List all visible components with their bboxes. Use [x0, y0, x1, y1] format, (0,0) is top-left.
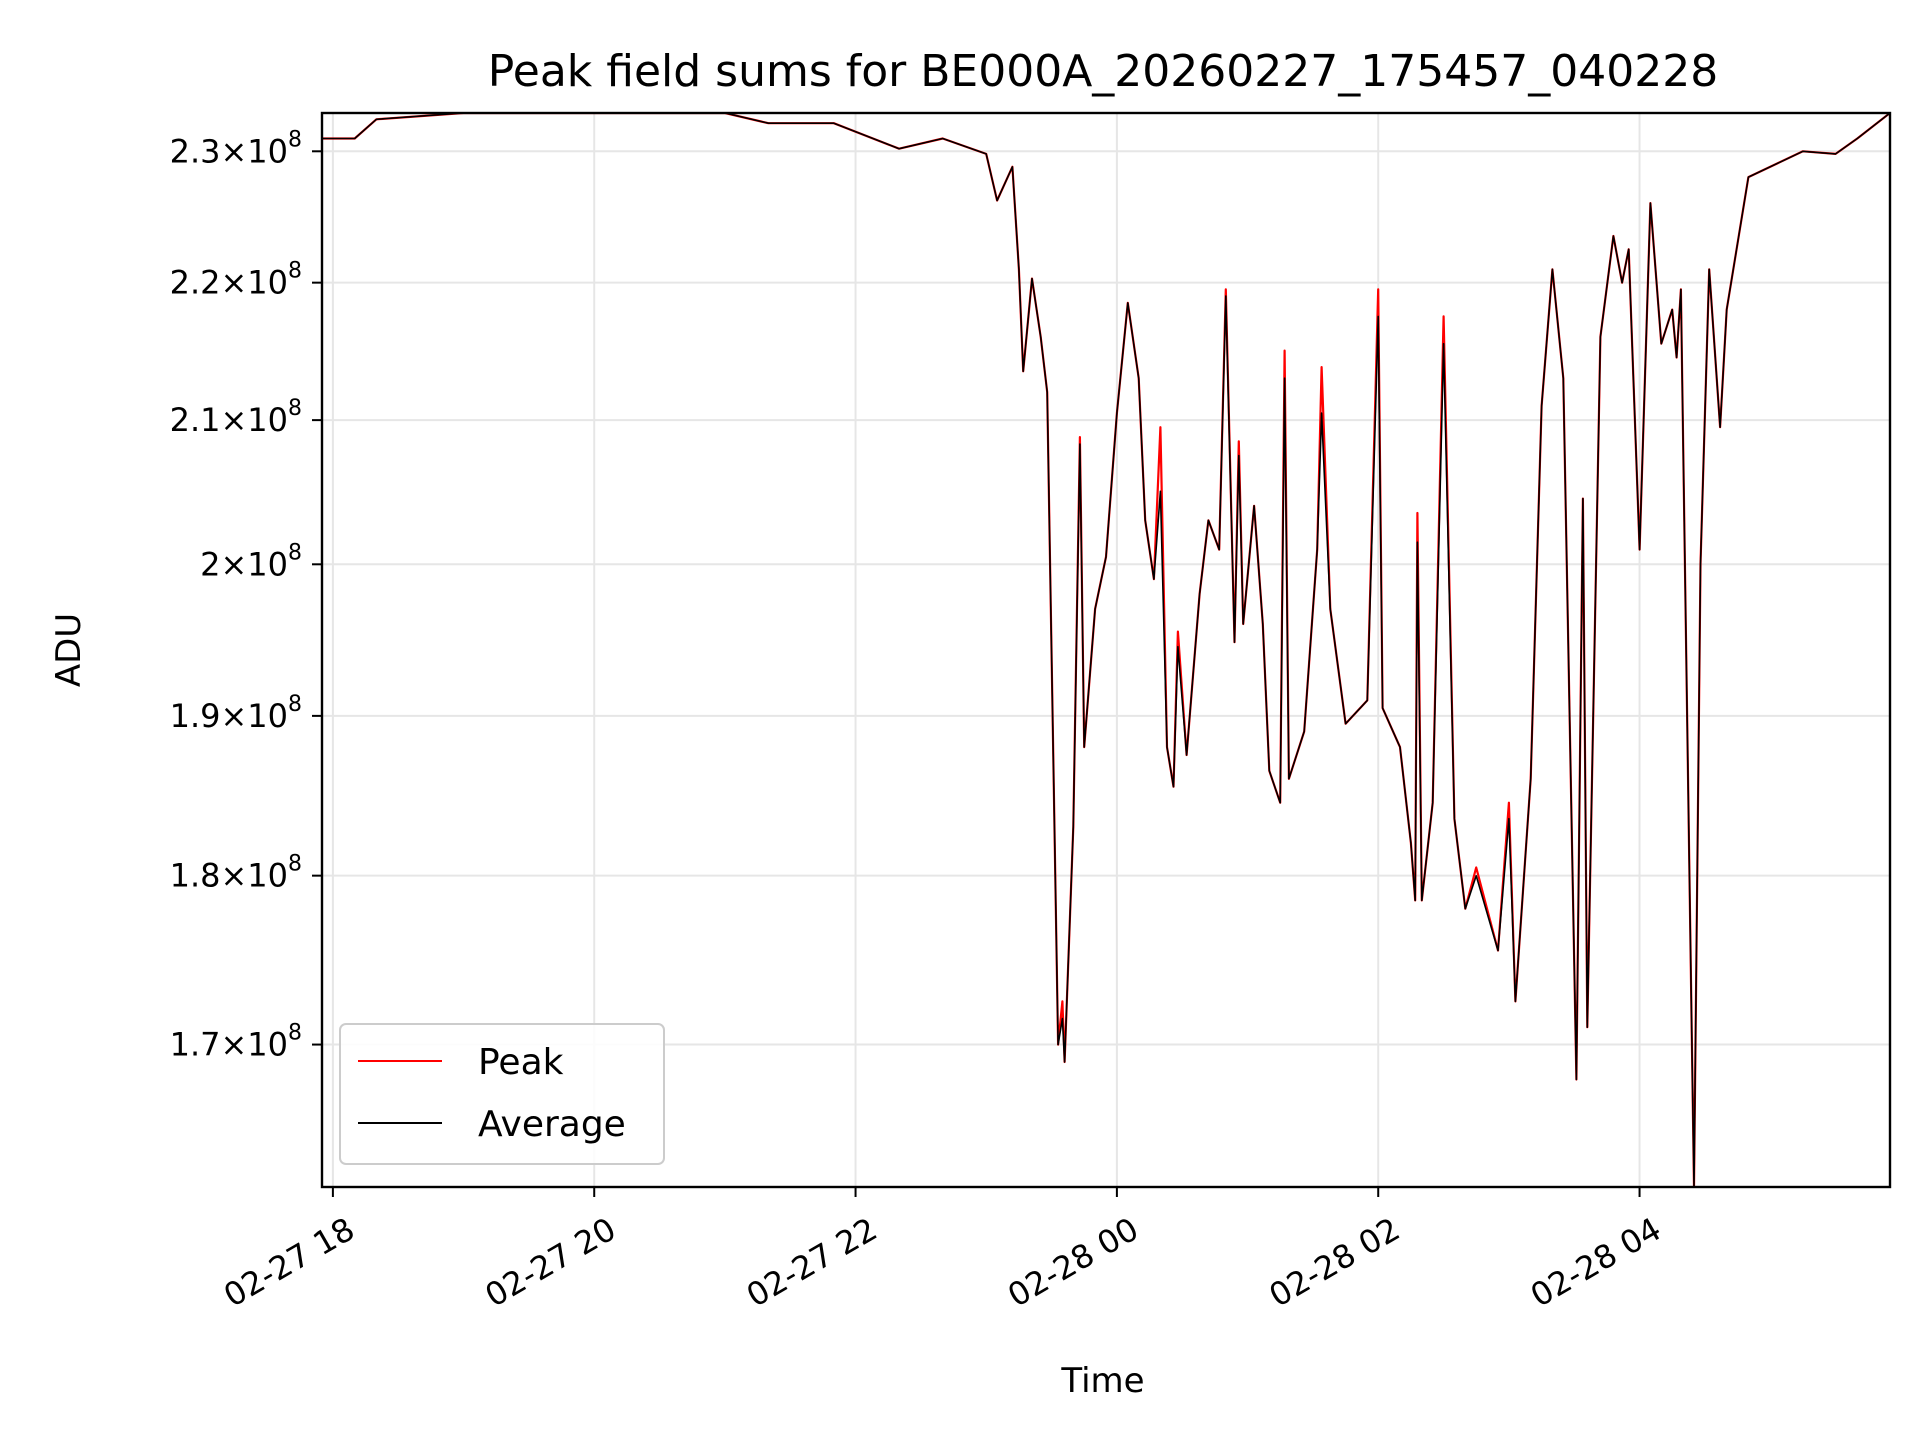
- y-tick-label: 1.7×108: [170, 1021, 302, 1064]
- y-tick-mantissa: 2×10: [200, 545, 288, 583]
- y-tick-exponent: 8: [288, 1021, 302, 1046]
- y-tick-exponent: 8: [288, 259, 302, 284]
- legend-label-peak: Peak: [478, 1042, 564, 1083]
- series-line-average: [322, 113, 1890, 1187]
- y-tick-exponent: 8: [288, 692, 302, 717]
- chart-title: Peak field sums for BE000A_20260227_1754…: [488, 46, 1718, 97]
- plot-frame: [320, 111, 1892, 1189]
- y-tick-label: 2×108: [200, 540, 302, 583]
- y-tick-exponent: 8: [288, 852, 302, 877]
- y-tick-exponent: 8: [288, 540, 302, 565]
- y-tick-mantissa: 1.8×10: [170, 857, 288, 895]
- y-tick-label: 2.1×108: [170, 396, 302, 439]
- legend-label-average: Average: [478, 1104, 626, 1145]
- grid: [322, 113, 1890, 1187]
- y-tick-mantissa: 2.3×10: [170, 132, 288, 170]
- series-lines: [322, 113, 1890, 1187]
- y-tick-mantissa: 1.7×10: [170, 1026, 288, 1064]
- y-tick-label: 2.3×108: [170, 127, 302, 170]
- legend: Peak Average: [339, 1023, 665, 1165]
- y-tick-label: 1.9×108: [170, 692, 302, 735]
- y-tick-mantissa: 2.2×10: [170, 264, 288, 302]
- y-tick-mantissa: 1.9×10: [170, 697, 288, 735]
- y-tick-label: 2.2×108: [170, 259, 302, 302]
- y-tick-label: 1.8×108: [170, 852, 302, 895]
- legend-box: [339, 1023, 665, 1165]
- y-tick-exponent: 8: [288, 127, 302, 152]
- y-tick-exponent: 8: [288, 396, 302, 421]
- x-axis-title: Time: [1060, 1361, 1144, 1401]
- y-axis-title: ADU: [49, 613, 89, 687]
- y-tick-mantissa: 2.1×10: [170, 401, 288, 439]
